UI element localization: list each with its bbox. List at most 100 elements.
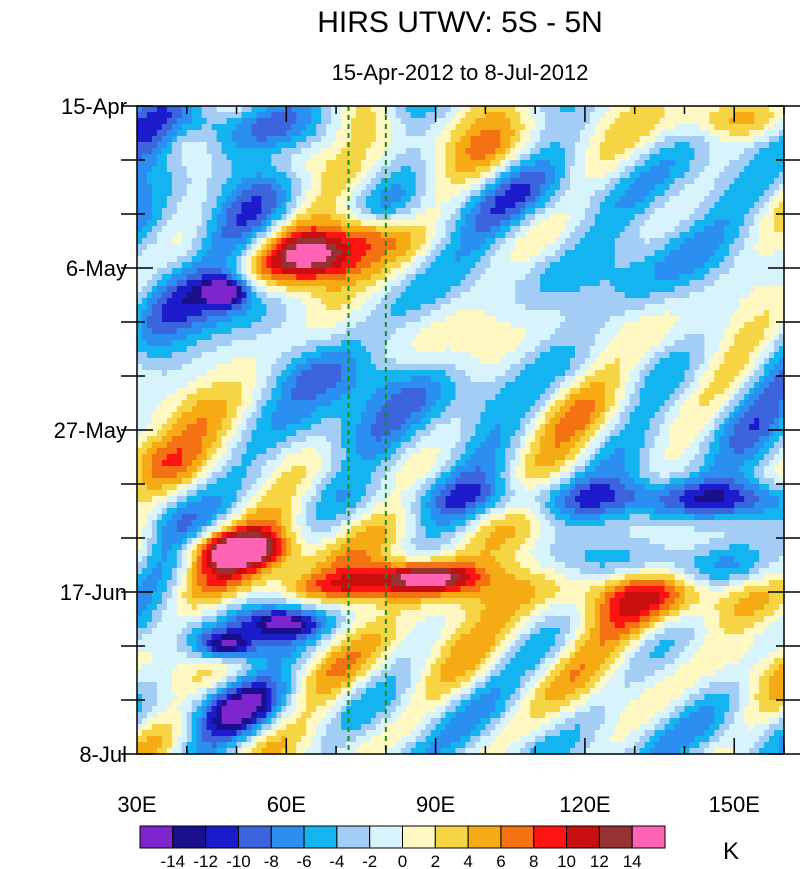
heatmap-cell [599,322,606,329]
heatmap-cell [500,214,506,221]
heatmap-cell [206,178,213,185]
heatmap-cell [594,136,601,143]
heatmap-cell [589,196,596,203]
heatmap-cell [137,196,143,203]
heatmap-cell [301,208,307,215]
heatmap-cell [460,118,467,125]
heatmap-cell [639,190,646,197]
heatmap-cell [251,190,258,197]
heatmap-cell [415,124,422,131]
heatmap-cell [435,124,442,131]
heatmap-cell [744,250,750,257]
heatmap-cell [465,328,472,335]
heatmap-cell [515,190,521,197]
heatmap-cell [764,202,770,209]
heatmap-cell [515,214,521,221]
heatmap-cell [370,166,377,173]
heatmap-cell [510,286,516,293]
heatmap-cell [779,208,785,215]
heatmap-cell [560,304,566,311]
heatmap-cell [336,196,342,203]
heatmap-cell [535,292,541,299]
heatmap-cell [306,220,312,227]
heatmap-cell [664,202,671,209]
heatmap-cell [221,196,228,203]
heatmap-cell [749,178,755,185]
heatmap-cell [137,106,143,113]
heatmap-cell [186,202,193,209]
heatmap-cell [146,178,153,185]
heatmap-cell [137,142,143,149]
heatmap-cell [714,238,720,245]
heatmap-cell [669,208,676,215]
heatmap-cell [341,184,347,191]
heatmap-cell [326,190,332,197]
heatmap-cell [669,160,676,167]
heatmap-cell [679,160,686,167]
heatmap-cell [360,280,367,287]
heatmap-cell [609,130,616,137]
heatmap-cell [365,136,372,143]
heatmap-cell [166,124,173,131]
heatmap-cell [535,160,541,167]
heatmap-cell [619,274,626,281]
heatmap-cell [266,154,272,161]
heatmap-cell [286,112,292,119]
heatmap-cell [659,220,666,227]
heatmap-cell [500,298,506,305]
heatmap-cell [654,292,661,299]
heatmap-cell [360,220,367,227]
heatmap-cell [704,220,710,227]
heatmap-cell [316,250,322,257]
heatmap-cell [510,214,516,221]
heatmap-cell [599,286,606,293]
heatmap-cell [137,160,143,167]
heatmap-cell [689,250,696,257]
heatmap-cell [151,148,158,155]
heatmap-cell [351,256,357,263]
heatmap-cell [480,256,486,263]
heatmap-cell [440,214,447,221]
heatmap-cell [609,118,616,125]
heatmap-cell [226,274,233,281]
heatmap-cell [749,172,755,179]
heatmap-cell [455,172,462,179]
heatmap-cell [226,130,233,137]
heatmap-cell [236,208,243,215]
heatmap-cell [460,250,467,257]
heatmap-cell [540,304,546,311]
heatmap-cell [435,136,442,143]
heatmap-cell [649,262,656,269]
heatmap-cell [191,334,198,341]
heatmap-cell [211,160,218,167]
heatmap-cell [161,310,168,317]
heatmap-cell [684,232,691,239]
heatmap-cell [166,184,173,191]
heatmap-cell [296,214,302,221]
heatmap-cell [191,208,198,215]
heatmap-cell [754,190,760,197]
heatmap-cell [176,148,183,155]
heatmap-cell [316,322,322,329]
heatmap-cell [331,166,337,173]
heatmap-cell [405,154,412,161]
heatmap-cell [321,124,327,131]
heatmap-cell [355,298,362,305]
heatmap-cell [779,214,785,221]
heatmap-cell [221,232,228,239]
heatmap-cell [689,238,696,245]
heatmap-cell [321,208,327,215]
heatmap-cell [654,262,661,269]
heatmap-cell [261,304,267,311]
heatmap-cell [759,190,765,197]
heatmap-cell [555,238,561,245]
heatmap-cell [301,184,307,191]
heatmap-cell [276,208,282,215]
heatmap-cell [520,178,526,185]
heatmap-cell [146,244,153,251]
heatmap-cell [774,124,780,131]
heatmap-cell [261,310,267,317]
heatmap-cell [181,274,188,281]
heatmap-cell [296,160,302,167]
heatmap-cell [276,190,282,197]
